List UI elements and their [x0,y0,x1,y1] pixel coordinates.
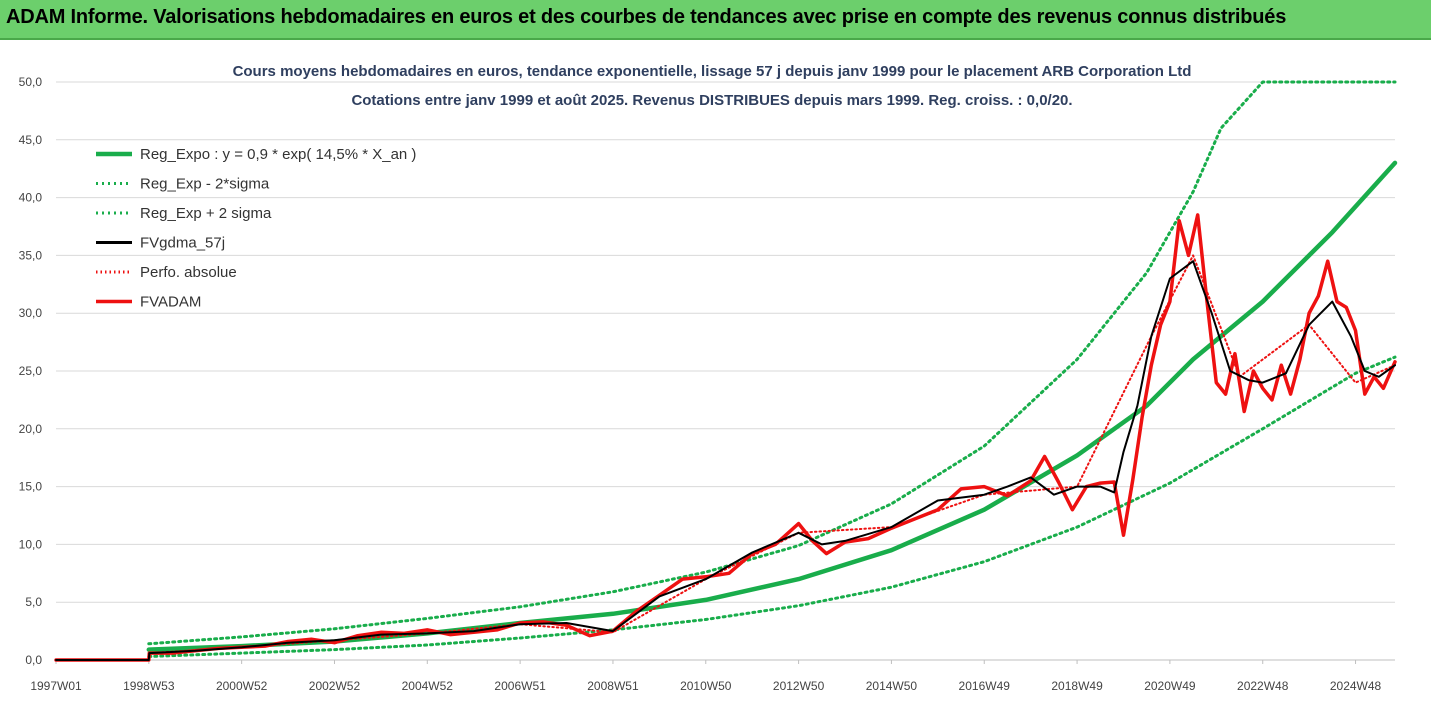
y-tick-label: 15,0 [19,480,43,494]
banner-title: ADAM Informe. Valorisations hebdomadaire… [6,6,1287,28]
y-tick-label: 0,0 [25,653,42,667]
x-tick-label: 2022W48 [1237,679,1289,693]
legend-label: Reg_Exp + 2 sigma [140,205,272,222]
x-tick-label: 2010W50 [680,679,732,693]
legend: Reg_Expo : y = 0,9 * exp( 14,5% * X_an )… [96,146,416,311]
x-tick-label: 2012W50 [773,679,825,693]
y-tick-label: 5,0 [25,595,42,609]
chart-title-line-2: Cotations entre janv 1999 et août 2025. … [351,92,1072,109]
axes: 0,0 5,0 10,0 15,0 20,0 25,0 30,0 35,0 40,0 45,0 50… [19,75,1395,693]
x-tick-label: 1997W01 [30,679,82,693]
x-tick-label: 2024W48 [1330,679,1382,693]
x-tick-label: 2014W50 [866,679,918,693]
x-tick-label: 2006W51 [494,679,546,693]
chart-background [0,40,1431,718]
y-tick-label: 50,0 [19,75,43,89]
series-line-2 [147,355,1397,658]
chart-svg: 0,0 5,0 10,0 15,0 20,0 25,0 30,0 35,0 40,0 45,0 50… [0,40,1431,718]
y-tick-label: 40,0 [19,191,43,205]
series-line-4 [55,260,1396,661]
chart-title-line-1: Cours moyens hebdomadaires en euros, ten… [233,63,1192,80]
x-tick-label: 2018W49 [1051,679,1103,693]
grid-lines [56,81,1395,661]
y-tick-label: 45,0 [19,133,43,147]
x-tick-label: 2004W52 [402,679,454,693]
series-lines [54,80,1398,662]
x-tick-label: 2016W49 [959,679,1011,693]
x-tick-label: 2008W51 [587,679,639,693]
legend-label: FVADAM [140,294,201,311]
y-tick-label: 20,0 [19,422,43,436]
y-tick-label: 10,0 [19,537,43,551]
chart-area: 0,0 5,0 10,0 15,0 20,0 25,0 30,0 35,0 40,0 45,0 50… [0,40,1431,718]
legend-label: Reg_Expo : y = 0,9 * exp( 14,5% * X_an ) [140,146,416,163]
header-banner: ADAM Informe. Valorisations hebdomadaire… [0,0,1431,40]
x-tick-label: 2000W52 [216,679,268,693]
legend-label: FVgdma_57j [140,235,225,252]
series-line-1 [146,160,1398,652]
chart-title: Cours moyens hebdomadaires en euros, ten… [233,63,1192,109]
legend-label: Reg_Exp - 2*sigma [140,176,270,193]
y-tick-label: 35,0 [19,248,43,262]
legend-label: Perfo. absolue [140,264,237,281]
x-tick-label: 2020W49 [1144,679,1196,693]
y-tick-label: 30,0 [19,306,43,320]
x-tick-label: 2002W52 [309,679,361,693]
y-tick-label: 25,0 [19,364,43,378]
series-line-3 [147,80,1397,646]
x-tick-label: 1998W53 [123,679,175,693]
